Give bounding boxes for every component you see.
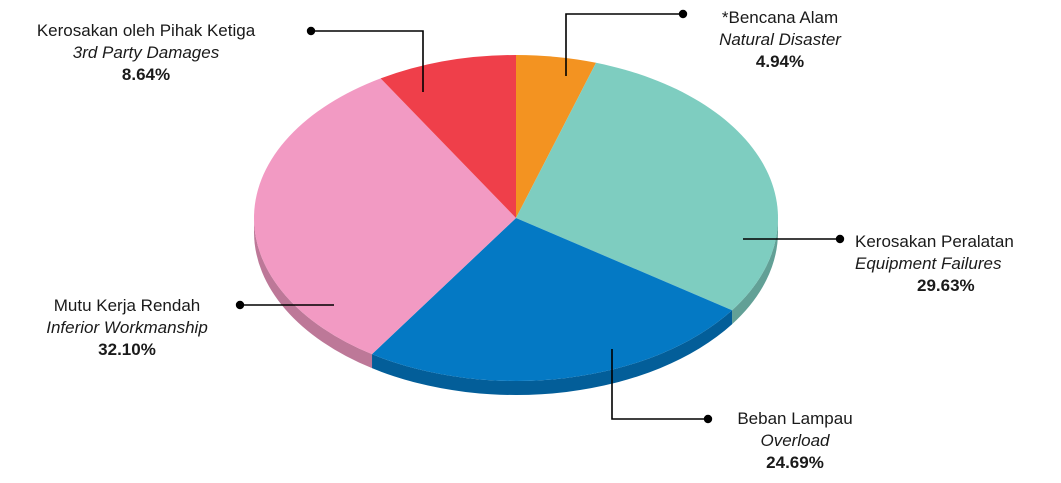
label-ms: Beban Lampau: [737, 409, 853, 428]
pie-depth: [254, 218, 778, 395]
label-en: Inferior Workmanship: [46, 318, 208, 337]
leader-dot-equipment-failures: [835, 234, 845, 244]
slice-side-overload: [372, 310, 733, 395]
label-ms: Mutu Kerja Rendah: [53, 296, 201, 315]
slice-side-inferior-workmanship: [254, 218, 373, 369]
leader-line-natural-disaster: [565, 13, 683, 76]
slice-side-equipment-failures: [732, 218, 778, 325]
pie-slices: [253, 55, 778, 381]
slice-equipment-failures: [516, 62, 778, 311]
leader-dot-inferior-workmanship: [235, 300, 245, 310]
label-percent: 8.64%: [121, 65, 171, 84]
slice-label-3rd-party-damages: Kerosakan oleh Pihak Ketiga 3rd Party Da…: [0, 20, 292, 86]
label-ms: Kerosakan oleh Pihak Ketiga: [36, 21, 256, 40]
slice-natural-disaster: [516, 55, 597, 218]
slice-overload: [372, 218, 733, 381]
label-en: 3rd Party Damages: [72, 43, 220, 62]
label-en: Overload: [760, 431, 830, 450]
leader-dot-overload: [703, 414, 713, 424]
leader-dot-natural-disaster: [678, 9, 688, 19]
slice-label-equipment-failures: Kerosakan Peralatan Equipment Failures 2…: [855, 231, 1060, 297]
label-percent: 29.63%: [917, 276, 975, 295]
slice-label-natural-disaster: *Bencana Alam Natural Disaster 4.94%: [680, 7, 880, 73]
slice-label-inferior-workmanship: Mutu Kerja Rendah Inferior Workmanship 3…: [22, 295, 232, 361]
label-ms: *Bencana Alam: [721, 8, 839, 27]
leader-dot-3rd-party-damages: [306, 26, 316, 36]
label-ms: Kerosakan Peralatan: [855, 232, 1014, 251]
label-percent: 4.94%: [755, 52, 805, 71]
label-percent: 24.69%: [766, 453, 824, 472]
slice-label-overload: Beban Lampau Overload 24.69%: [700, 408, 890, 474]
leader-lines: [235, 9, 845, 424]
slice-inferior-workmanship: [253, 78, 517, 355]
slice-3rd-party-damages: [380, 55, 516, 218]
leader-line-3rd-party-damages: [311, 30, 424, 92]
label-en: Equipment Failures: [855, 254, 1002, 273]
leader-line-overload: [611, 349, 708, 420]
label-en: Natural Disaster: [719, 30, 841, 49]
label-percent: 32.10%: [98, 340, 156, 359]
